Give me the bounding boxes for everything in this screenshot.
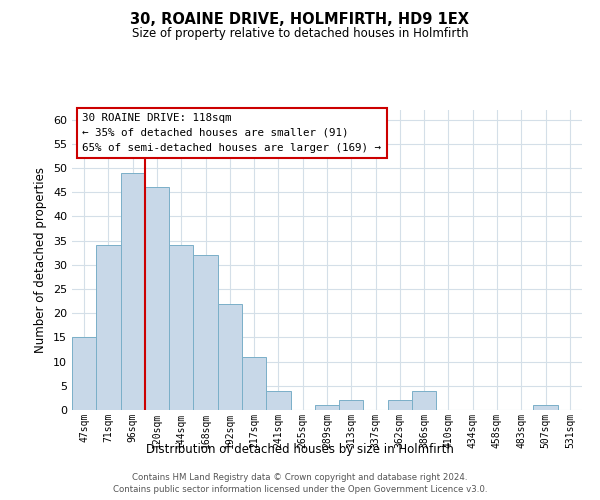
Text: 30 ROAINE DRIVE: 118sqm
← 35% of detached houses are smaller (91)
65% of semi-de: 30 ROAINE DRIVE: 118sqm ← 35% of detache… <box>82 113 381 152</box>
Bar <box>242 357 266 410</box>
Text: Distribution of detached houses by size in Holmfirth: Distribution of detached houses by size … <box>146 442 454 456</box>
Bar <box>72 338 96 410</box>
Text: 30, ROAINE DRIVE, HOLMFIRTH, HD9 1EX: 30, ROAINE DRIVE, HOLMFIRTH, HD9 1EX <box>131 12 470 28</box>
Bar <box>218 304 242 410</box>
Bar <box>121 173 145 410</box>
Text: Contains HM Land Registry data © Crown copyright and database right 2024.
Contai: Contains HM Land Registry data © Crown c… <box>113 472 487 494</box>
Bar <box>193 255 218 410</box>
Y-axis label: Number of detached properties: Number of detached properties <box>34 167 47 353</box>
Bar <box>339 400 364 410</box>
Bar <box>96 246 121 410</box>
Bar <box>315 405 339 410</box>
Text: Size of property relative to detached houses in Holmfirth: Size of property relative to detached ho… <box>131 28 469 40</box>
Bar <box>266 390 290 410</box>
Bar <box>169 246 193 410</box>
Bar <box>145 188 169 410</box>
Bar <box>412 390 436 410</box>
Bar <box>388 400 412 410</box>
Bar <box>533 405 558 410</box>
